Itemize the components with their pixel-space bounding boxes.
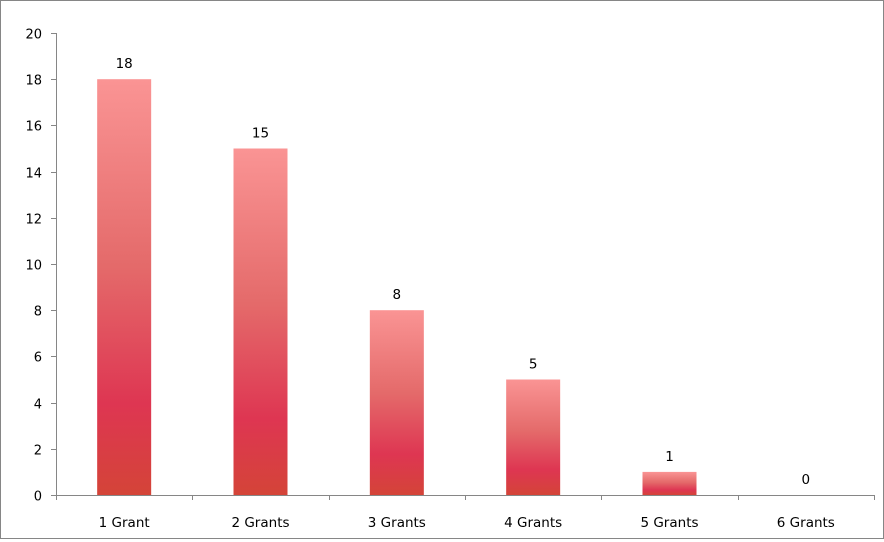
bar-4 bbox=[506, 379, 561, 495]
category-label-5: 5 Grants bbox=[640, 515, 698, 531]
category-label-6: 6 Grants bbox=[777, 515, 835, 531]
bar-5 bbox=[642, 471, 697, 495]
y-tick-label: 0 bbox=[34, 490, 42, 505]
category-label-3: 3 Grants bbox=[368, 515, 426, 531]
y-tick-label: 14 bbox=[25, 167, 42, 182]
category-label-4: 4 Grants bbox=[504, 515, 562, 531]
y-tick-label: 12 bbox=[25, 213, 42, 228]
y-tick-label: 10 bbox=[25, 259, 42, 274]
y-axis: 0 2 4 6 8 10 12 14 16 18 20 bbox=[25, 28, 57, 505]
category-label-1: 1 Grant bbox=[99, 515, 150, 531]
y-tick-label: 16 bbox=[25, 120, 42, 135]
x-axis: 1 Grant 2 Grants 3 Grants 4 Grants 5 Grants 6… bbox=[56, 495, 875, 531]
y-tick-label: 6 bbox=[34, 351, 42, 366]
data-labels: 18 15 8 5 1 0 bbox=[116, 56, 811, 488]
y-tick-label: 8 bbox=[34, 305, 42, 320]
y-tick-label: 20 bbox=[25, 28, 42, 43]
data-label-5: 1 bbox=[665, 449, 674, 465]
data-label-6: 0 bbox=[802, 472, 811, 488]
y-tick-label: 2 bbox=[34, 444, 42, 459]
data-label-4: 5 bbox=[529, 357, 538, 373]
category-label-2: 2 Grants bbox=[231, 515, 289, 531]
bars bbox=[97, 79, 697, 495]
data-label-2: 15 bbox=[252, 126, 269, 142]
y-tick-label: 18 bbox=[25, 74, 42, 89]
bar-3 bbox=[369, 310, 424, 495]
bar-2 bbox=[233, 148, 288, 495]
y-tick-label: 4 bbox=[34, 398, 42, 413]
bar-1 bbox=[97, 79, 152, 495]
data-label-1: 18 bbox=[116, 56, 133, 72]
data-label-3: 8 bbox=[393, 287, 402, 303]
